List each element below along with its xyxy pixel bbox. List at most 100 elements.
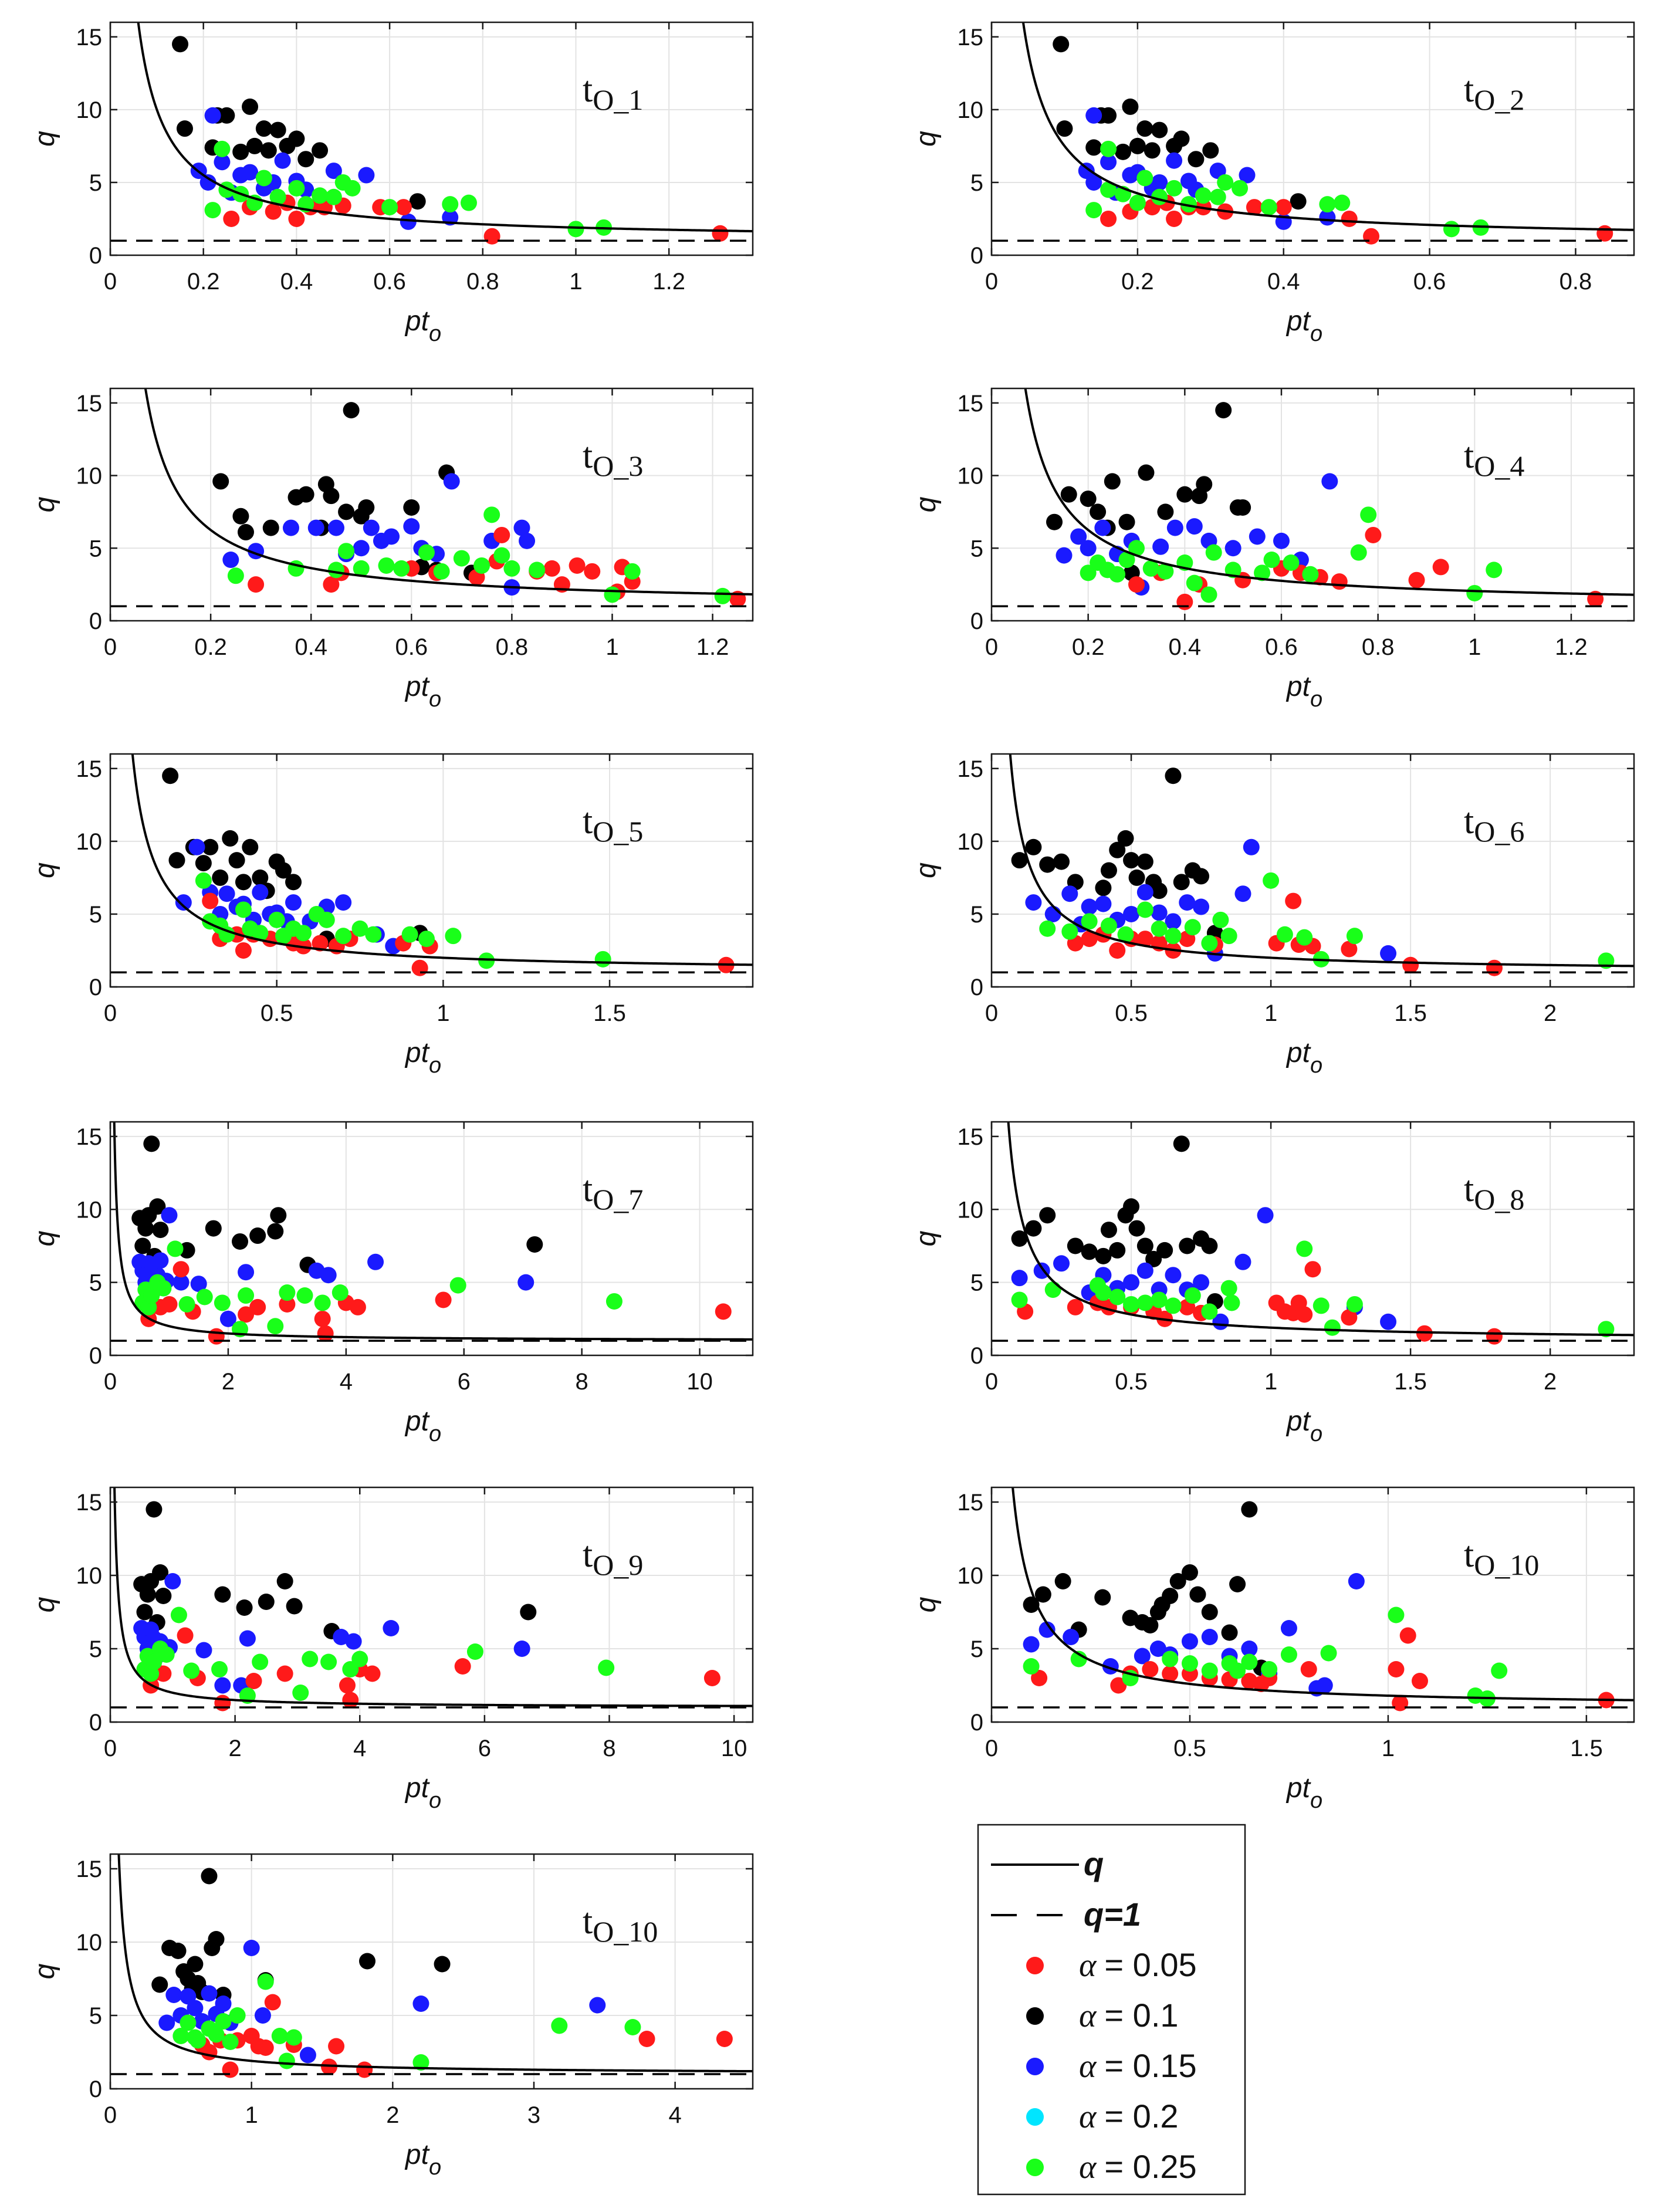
scatter-point: [252, 1653, 269, 1670]
scatter-point: [158, 1646, 175, 1663]
q-curve: [131, 754, 753, 966]
scatter-point: [493, 526, 510, 543]
scatter-point: [1162, 1665, 1179, 1682]
axes-frame: [109, 21, 754, 256]
y-tick-label: 0: [89, 243, 102, 269]
series-1: [1011, 1135, 1223, 1310]
x-axis-label-main: pt: [404, 2139, 430, 2170]
scatter-point: [1081, 898, 1098, 915]
axes-frame: [109, 753, 754, 988]
series-4: [227, 506, 731, 604]
scatter-point: [223, 210, 240, 227]
legend-marker: [1026, 2159, 1044, 2176]
scatter-point: [243, 1940, 260, 1956]
scatter-point: [136, 1604, 153, 1621]
scatter-point: [286, 1598, 303, 1615]
scatter-point: [1109, 841, 1126, 858]
scatter-point: [1380, 1313, 1397, 1330]
scatter-point: [1067, 1298, 1084, 1315]
series-1: [212, 402, 480, 581]
y-axis-label: q: [29, 131, 60, 147]
y-tick-label: 5: [970, 1636, 983, 1662]
data-points: [1053, 36, 1613, 245]
y-tick-label: 15: [958, 391, 984, 417]
scatter-point: [1109, 1288, 1126, 1305]
scatter-point: [519, 532, 536, 549]
scatter-point: [236, 1599, 253, 1616]
panel-title-main: t: [583, 70, 593, 110]
scatter-point: [1280, 1620, 1297, 1636]
scatter-point: [187, 1956, 204, 1973]
scatter-point: [1151, 904, 1168, 921]
x-tick-label: 0: [985, 1369, 998, 1395]
scatter-point: [335, 894, 352, 911]
panel-title-sub: O: [593, 815, 614, 848]
scatter-point: [252, 884, 269, 901]
series-2: [1078, 107, 1336, 230]
panel-title: tO_5: [583, 801, 643, 848]
scatter-point: [1173, 1135, 1190, 1152]
panel-title-main: t: [583, 436, 593, 476]
scatter-point: [317, 1325, 334, 1342]
scatter-point: [1100, 917, 1117, 934]
series-1: [1053, 36, 1307, 210]
scatter-point: [288, 210, 305, 227]
scatter-point: [282, 519, 299, 536]
scatter-point: [1304, 1261, 1321, 1278]
scatter-point: [222, 2034, 239, 2050]
scatter-point: [152, 1222, 169, 1239]
scatter-point: [1011, 1230, 1028, 1247]
x-tick-label: 0.8: [1559, 269, 1592, 295]
series-1: [131, 1135, 543, 1273]
scatter-point: [365, 926, 382, 943]
x-tick-label: 0.4: [280, 269, 313, 295]
scatter-point: [204, 202, 221, 219]
y-axis-label: q: [911, 131, 942, 147]
data-points: [1046, 402, 1604, 610]
scatter-point: [143, 1287, 160, 1304]
q-curve: [117, 1854, 753, 2073]
scatter-point: [1053, 1255, 1070, 1272]
scatter-point: [1321, 473, 1338, 490]
panel-title-suffix: _2: [1494, 83, 1524, 116]
scatter-point: [343, 402, 360, 419]
scatter-point: [1239, 167, 1256, 184]
scatter-point: [513, 1641, 530, 1657]
series-1: [1011, 767, 1223, 942]
legend-label: α = 0.25: [1079, 2148, 1197, 2186]
scatter-point: [1399, 1627, 1416, 1644]
axes-frame: [990, 387, 1635, 622]
scatter-point: [1296, 929, 1313, 946]
scatter-point: [1056, 547, 1073, 564]
series-4: [1085, 140, 1489, 238]
y-tick-label: 5: [89, 1270, 102, 1296]
x-tick-label: 1: [1264, 1000, 1277, 1026]
scatter-point: [312, 187, 329, 204]
scatter-point: [320, 1267, 337, 1284]
scatter-point: [232, 143, 249, 160]
legend-marker: [1026, 2058, 1044, 2075]
scatter-point: [1157, 503, 1174, 520]
scatter-point: [513, 519, 530, 536]
scatter-point: [473, 557, 490, 574]
scatter-point: [1166, 180, 1183, 197]
scatter-point: [1209, 188, 1226, 205]
scatter-point: [188, 838, 205, 855]
x-axis-label-main: pt: [404, 1037, 430, 1068]
axes-frame: [990, 1486, 1635, 1723]
scatter-point: [1388, 1661, 1405, 1677]
scatter-point: [1081, 931, 1098, 948]
x-tick-label: 2: [1544, 1369, 1557, 1395]
scatter-point: [238, 1264, 255, 1281]
panel-title-sub: O: [593, 1915, 614, 1948]
plot-background: [110, 1487, 753, 1722]
scatter-point: [1061, 885, 1078, 902]
scatter-point: [1136, 853, 1153, 870]
scatter-point: [285, 2029, 302, 2046]
legend-item-1: q: [991, 1845, 1104, 1882]
scatter-point: [190, 2032, 207, 2049]
panel-title: tO_1: [583, 70, 643, 116]
data-points: [151, 1868, 733, 2078]
scatter-point: [214, 140, 231, 157]
y-tick-label: 15: [76, 1856, 103, 1882]
